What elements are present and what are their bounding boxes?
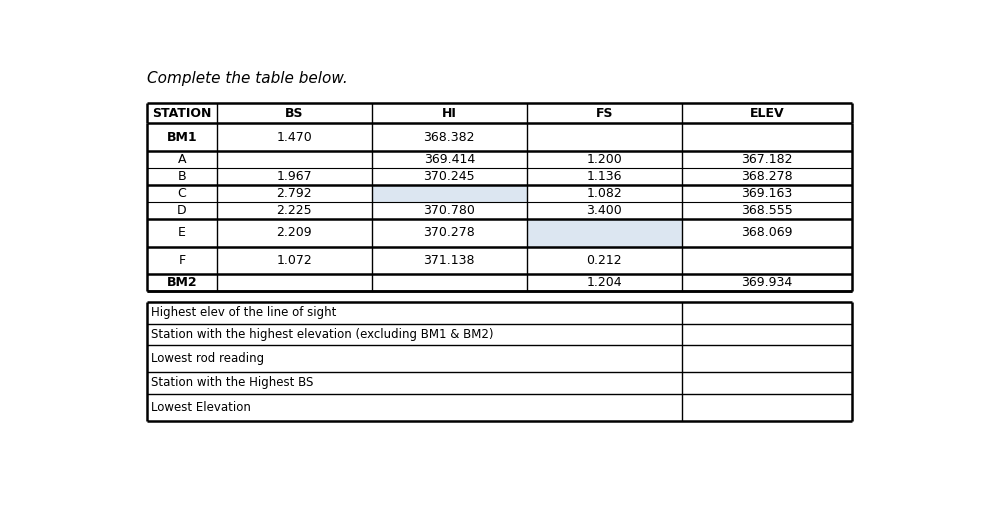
Text: 368.069: 368.069 [740,226,792,239]
Text: 1.200: 1.200 [586,153,621,166]
Text: 369.934: 369.934 [740,276,792,289]
Text: 367.182: 367.182 [740,153,792,166]
Text: B: B [177,170,186,183]
Text: BS: BS [285,107,304,120]
Text: F: F [178,254,185,267]
Text: 1.967: 1.967 [277,170,312,183]
Text: STATION: STATION [152,107,211,120]
Text: 1.082: 1.082 [586,187,621,200]
Text: Lowest Elevation: Lowest Elevation [150,401,250,414]
Text: C: C [177,187,186,200]
Text: 369.163: 369.163 [740,187,792,200]
Text: D: D [177,204,186,217]
Text: 2.792: 2.792 [277,187,312,200]
Text: 2.225: 2.225 [277,204,312,217]
Text: E: E [177,226,185,239]
Bar [372,185,526,202]
Text: BM1: BM1 [166,131,197,144]
Text: ELEV: ELEV [749,107,784,120]
Text: A: A [177,153,186,166]
Text: 3.400: 3.400 [586,204,621,217]
Text: 1.470: 1.470 [277,131,312,144]
Text: 371.138: 371.138 [423,254,475,267]
Text: Complete the table below.: Complete the table below. [147,71,348,86]
Text: Lowest rod reading: Lowest rod reading [150,352,264,365]
Text: Highest elev of the line of sight: Highest elev of the line of sight [150,306,336,319]
Bar [526,219,681,246]
Text: Station with the Highest BS: Station with the Highest BS [150,376,313,389]
Text: 0.212: 0.212 [586,254,621,267]
Text: FS: FS [595,107,612,120]
Text: 370.245: 370.245 [423,170,475,183]
Text: 2.209: 2.209 [277,226,312,239]
Text: 1.072: 1.072 [277,254,312,267]
Text: 368.278: 368.278 [740,170,793,183]
Text: 1.204: 1.204 [586,276,621,289]
Text: 369.414: 369.414 [423,153,475,166]
Text: 370.278: 370.278 [423,226,475,239]
Text: Station with the highest elevation (excluding BM1 & BM2): Station with the highest elevation (excl… [150,328,493,341]
Text: 370.780: 370.780 [423,204,475,217]
Text: 1.136: 1.136 [586,170,621,183]
Text: HI: HI [442,107,456,120]
Text: BM2: BM2 [166,276,197,289]
Text: 368.382: 368.382 [423,131,475,144]
Text: 368.555: 368.555 [740,204,793,217]
